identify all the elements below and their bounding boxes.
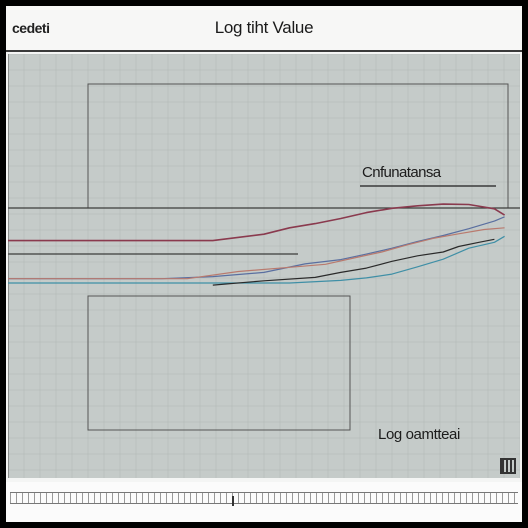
series-line-2	[8, 216, 505, 280]
resize-handle-icon[interactable]	[500, 458, 516, 474]
plot-area[interactable]: Cnfunatansa Log oamtteai	[8, 54, 520, 478]
chart-svg	[8, 54, 520, 478]
series-line-3	[8, 227, 505, 280]
upper-panel	[87, 83, 509, 209]
ruler-marker[interactable]	[232, 496, 234, 506]
x-axis-label: Log oamtteai	[378, 426, 460, 443]
chart-title: Log tiht Value	[214, 18, 314, 37]
series-line-1	[8, 203, 506, 242]
series-lines	[8, 203, 506, 286]
legend-label: Cnfunatansa	[362, 164, 441, 181]
series-line-5	[212, 238, 495, 286]
footer-scrollbar[interactable]	[6, 482, 522, 522]
chart-header: cedeti Log tiht Value	[6, 6, 522, 52]
timeline-ruler[interactable]	[10, 492, 518, 504]
grid	[8, 54, 520, 478]
series-line-4	[8, 235, 505, 284]
lower-panel	[87, 295, 351, 431]
chart-window: cedeti Log tiht Value Cnfunatansa Log oa…	[6, 6, 522, 522]
panel-outlines	[8, 54, 520, 478]
corner-label: cedeti	[12, 20, 50, 36]
